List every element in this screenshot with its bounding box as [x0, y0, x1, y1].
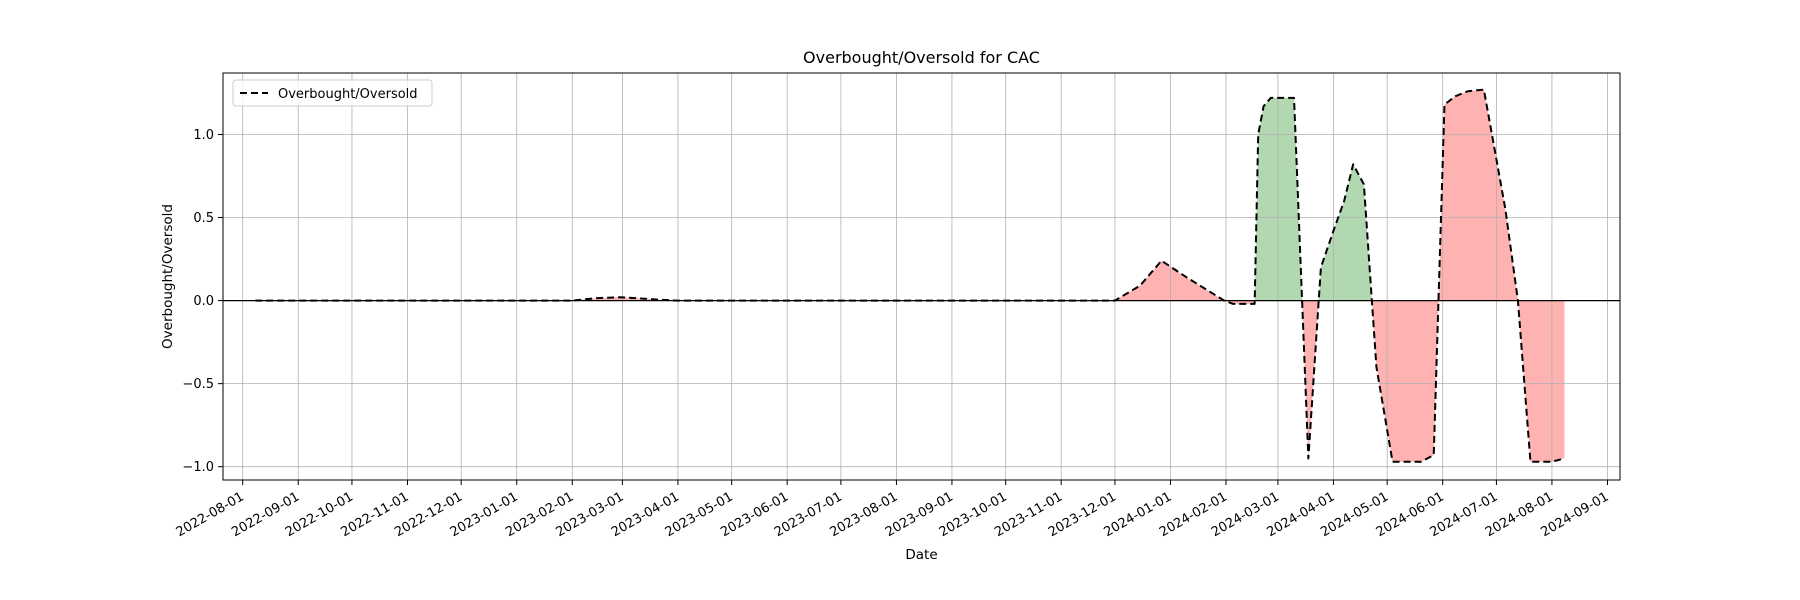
oversold-area — [1371, 300, 1439, 462]
legend: Overbought/Oversold — [232, 79, 433, 107]
y-tick-label: 1.0 — [193, 128, 214, 143]
y-axis-ticks: 1.0 0.5 0.0 −0.5 −1.0 — [182, 128, 223, 475]
plot-frame — [222, 72, 1621, 481]
legend-box — [232, 79, 433, 107]
overbought-area — [1254, 97, 1303, 301]
area-fills — [255, 89, 1565, 462]
oversold-area — [1302, 300, 1319, 459]
oversold-area — [255, 260, 1255, 304]
x-axis-label: Date — [905, 547, 937, 563]
y-tick-label: −0.5 — [182, 377, 214, 392]
oversold-area — [1438, 89, 1565, 462]
grid-lines — [223, 73, 1620, 480]
y-axis-label: Overbought/Oversold — [160, 204, 176, 349]
x-axis-ticks: 2022-08-012022-09-012022-10-012022-11-01… — [174, 480, 1611, 540]
y-tick-label: 0.5 — [193, 211, 214, 226]
overbought-area — [1318, 164, 1372, 301]
series-line — [255, 88, 1565, 463]
y-tick-label: 0.0 — [193, 294, 214, 309]
chart-title: Overbought/Oversold for CAC — [803, 48, 1040, 67]
legend-label: Overbought/Oversold — [278, 87, 418, 102]
y-tick-label: −1.0 — [182, 460, 214, 475]
